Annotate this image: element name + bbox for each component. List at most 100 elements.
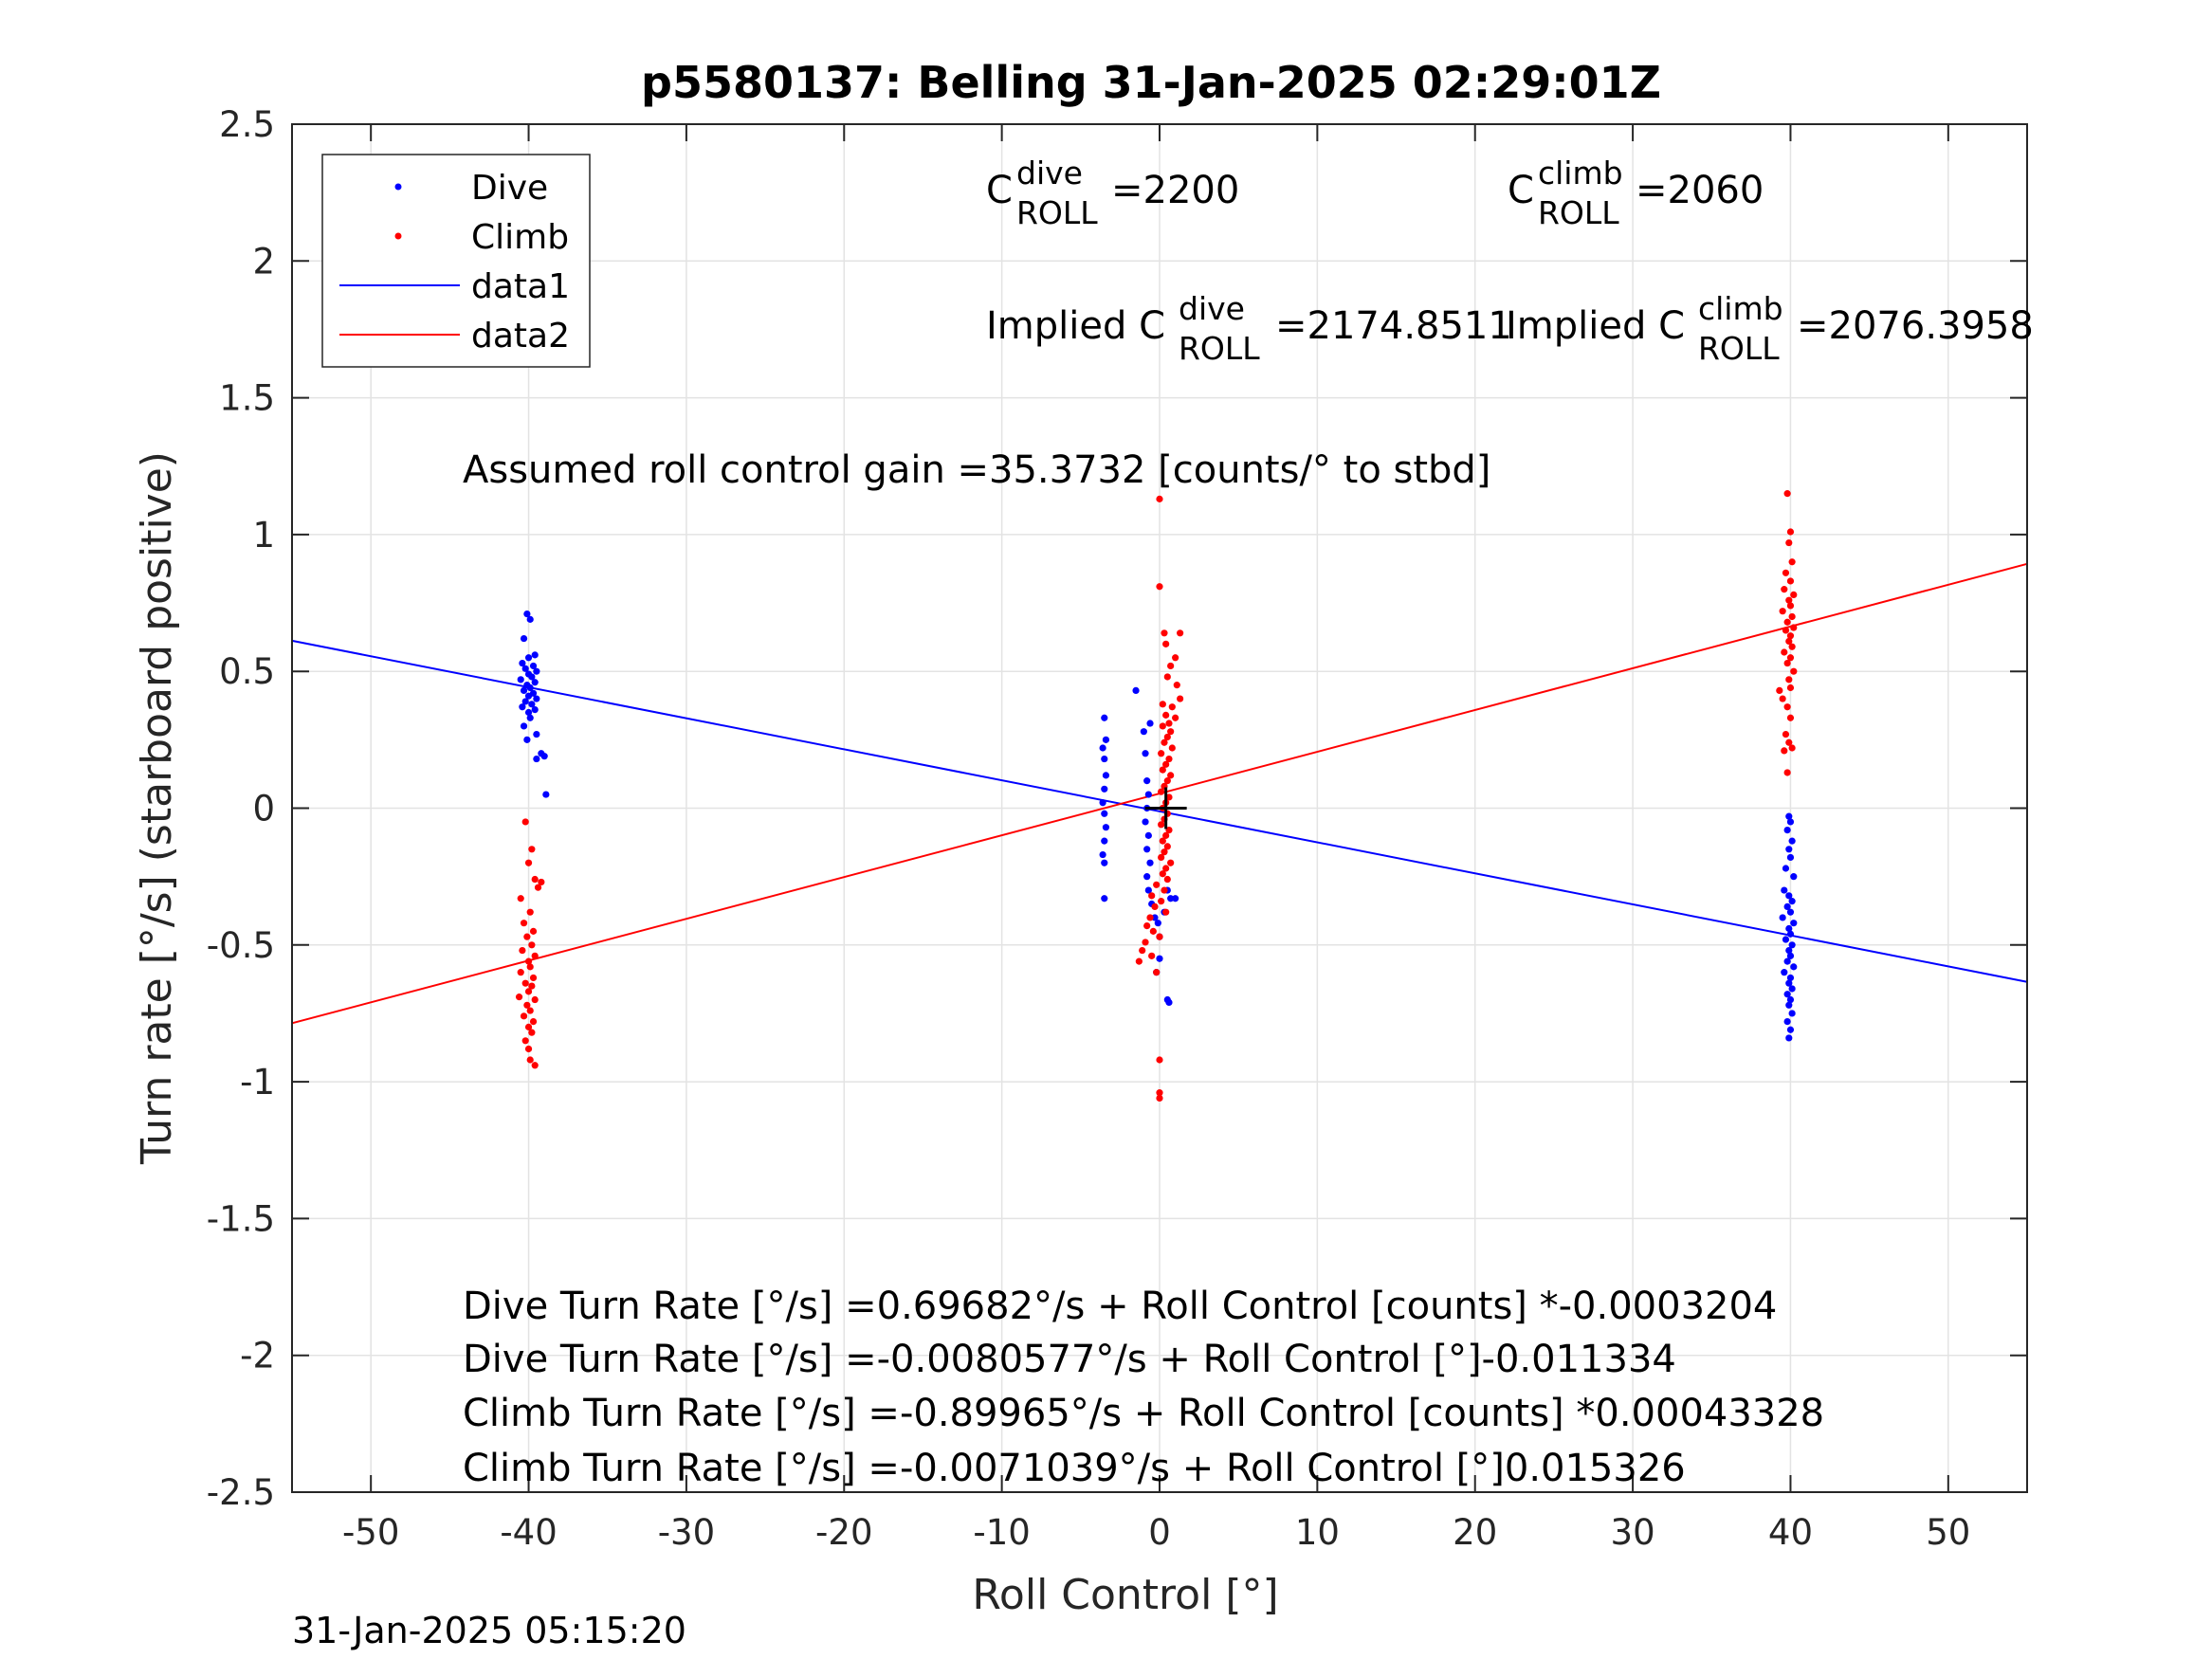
climb-point-85: [1149, 927, 1157, 935]
y-tick-label-10: 2.5: [219, 104, 275, 145]
climb-point-71: [1161, 848, 1168, 856]
c-roll-dive-base: C: [986, 169, 1013, 212]
dive-point-23: [524, 708, 533, 717]
climb-point-100: [1786, 577, 1795, 585]
x-tick-label-2: -30: [658, 1512, 715, 1553]
axis-ticks: [292, 123, 2027, 1493]
climb-point-50: [1163, 733, 1171, 741]
dive-point-73: [1788, 837, 1796, 845]
climb-point-4: [538, 878, 545, 886]
climb-point-110: [1786, 632, 1795, 640]
dive-point-6: [529, 662, 538, 670]
roll-gain-annotation: Assumed roll control gain =35.3732 [coun…: [463, 448, 1490, 492]
dive-point-94: [1786, 974, 1795, 982]
dive-point-82: [1786, 908, 1795, 916]
climb-point-58: [1163, 777, 1171, 785]
dive-point-72: [1783, 826, 1791, 834]
dive-point-93: [1781, 969, 1788, 976]
climb-point-30: [524, 1045, 533, 1053]
dive-point-54: [1143, 846, 1151, 853]
dive-point-45: [1132, 686, 1140, 695]
dive-point-74: [1785, 846, 1793, 853]
climb-point-37: [1162, 640, 1170, 647]
annotation-implied-dive: Implied C dive ROLL =2174.8511: [986, 290, 1512, 367]
dive-point-4: [524, 654, 533, 662]
climb-point-27: [524, 1023, 533, 1030]
climb-point-120: [1779, 695, 1786, 702]
dive-point-5: [519, 659, 526, 667]
x-tick-label-6: 10: [1295, 1512, 1340, 1553]
dive-point-87: [1782, 936, 1790, 943]
legend-box: [321, 154, 591, 368]
dive-point-22: [531, 706, 539, 714]
dive-point-77: [1790, 873, 1798, 881]
climb-point-91: [1153, 969, 1161, 976]
climb-point-57: [1167, 772, 1175, 779]
climb-point-79: [1148, 892, 1156, 900]
implied-climb-sup: climb: [1698, 290, 1783, 327]
c-roll-climb-base: C: [1508, 169, 1534, 212]
climb-point-34: [1156, 583, 1163, 591]
dive-point-33: [1102, 736, 1110, 743]
c-roll-dive-sup: dive: [1016, 155, 1083, 191]
dive-point-78: [1781, 886, 1788, 894]
climb-point-36: [1177, 629, 1184, 637]
dive-point-100: [1788, 1010, 1796, 1017]
equation-climb-degrees: Climb Turn Rate [°/s] =-0.0071039°/s + R…: [463, 1447, 1686, 1490]
dive-point-41: [1101, 837, 1108, 845]
legend-label-dive: Dive: [471, 169, 548, 208]
climb-point-39: [1167, 662, 1175, 670]
dive-point-25: [520, 722, 528, 730]
climb-point-107: [1783, 618, 1791, 626]
dive-point-14: [526, 684, 534, 692]
dive-point-84: [1790, 920, 1798, 927]
dive-point-95: [1785, 979, 1793, 987]
climb-point-83: [1146, 914, 1154, 921]
climb-point-6: [517, 895, 524, 902]
x-tick-label-1: -40: [500, 1512, 557, 1553]
x-tick-label-5: 0: [1148, 1512, 1171, 1553]
climb-point-41: [1173, 682, 1180, 689]
climb-point-12: [519, 946, 526, 955]
dive-point-64: [1167, 895, 1175, 902]
climb-point-53: [1158, 750, 1165, 757]
climb-point-17: [529, 974, 538, 982]
climb-point-10: [523, 933, 531, 940]
climb-point-66: [1158, 821, 1165, 829]
climb-point-92: [1156, 1056, 1163, 1064]
climb-point-117: [1785, 676, 1793, 684]
dive-point-15: [520, 686, 528, 695]
climb-point-70: [1163, 843, 1171, 850]
dive-point-99: [1785, 1001, 1793, 1009]
x-tick-labels: -50 -40 -30 -20 -10 0 10 20 30 40 50: [342, 1512, 1970, 1553]
equation-dive-counts: Dive Turn Rate [°/s] =0.69682°/s + Roll …: [463, 1285, 1777, 1328]
dive-point-68: [1156, 955, 1163, 962]
x-tick-label-0: -50: [342, 1512, 399, 1553]
dive-point-24: [526, 714, 534, 721]
climb-point-127: [1783, 769, 1791, 776]
dive-point-3: [531, 651, 539, 659]
climb-point-97: [1785, 538, 1793, 547]
climb-point-87: [1142, 939, 1149, 946]
dive-point-71: [1786, 818, 1795, 826]
climb-point-90: [1135, 957, 1143, 965]
climb-point-99: [1782, 569, 1790, 576]
climb-point-96: [1786, 528, 1795, 536]
dive-point-88: [1788, 941, 1796, 949]
y-tick-label-6: 0.5: [219, 651, 275, 692]
climb-point-55: [1162, 760, 1170, 768]
climb-point-73: [1167, 859, 1175, 866]
dive-point-67: [1165, 998, 1173, 1007]
climb-point-35: [1161, 629, 1168, 637]
dive-point-92: [1790, 963, 1798, 971]
climb-point-88: [1139, 946, 1146, 955]
climb-point-102: [1790, 591, 1798, 598]
climb-point-86: [1156, 933, 1163, 940]
dive-point-30: [533, 755, 540, 763]
dive-point-17: [524, 692, 533, 700]
dive-point-97: [1783, 991, 1791, 998]
dive-point-39: [1101, 810, 1108, 817]
dive-point-50: [1144, 791, 1152, 798]
climb-point-25: [520, 1012, 528, 1020]
